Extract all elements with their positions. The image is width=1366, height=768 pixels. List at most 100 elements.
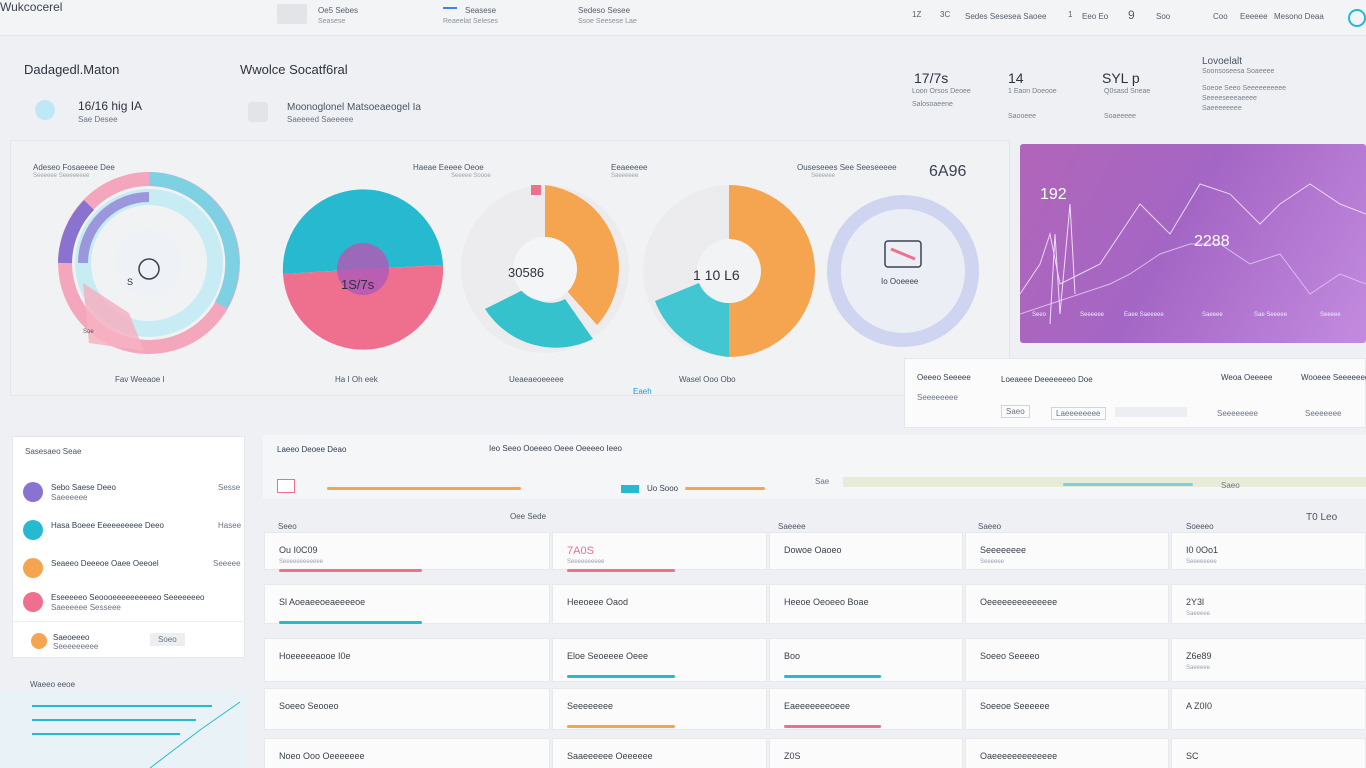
progress-strip: Laeeo Deoee Deao Ieo Seeo Ooeeeo Oeee Oe… xyxy=(263,435,1366,499)
top-link-2-sub: Reaeelat Seleses xyxy=(443,18,498,25)
list-item[interactable]: Hasa Boeee Eeeeeeeeee Deeo Hasee xyxy=(13,517,246,551)
top-link-1[interactable]: Oe5 Sebes xyxy=(318,6,359,15)
search-sub-2: Saeeeed Saeeeee xyxy=(287,115,354,124)
list-dot-icon xyxy=(23,558,43,578)
top-right-1[interactable]: 1Z xyxy=(912,10,922,19)
mt-row-value[interactable]: Saeo xyxy=(1001,405,1030,418)
top-right-3[interactable]: Sedes Sesesea Saoee xyxy=(965,12,1047,21)
donut-2-pink-slice xyxy=(283,265,444,350)
donut-3-hole xyxy=(513,237,577,301)
mt-row-chip[interactable]: Laeeeeeeee xyxy=(1051,407,1106,420)
cell-title: Soeeoe Seeeeee xyxy=(980,701,1050,711)
top-right-7[interactable]: Soo xyxy=(1156,12,1171,21)
table-cell[interactable]: Noeo Ooo Oeeeeeee xyxy=(264,738,550,768)
table-cell[interactable]: Soeeoe Seeeeee xyxy=(965,688,1169,730)
table-cell[interactable]: 2Y3l Saeeeee xyxy=(1171,584,1366,624)
col-header-6: T0 Leo xyxy=(1306,512,1338,523)
donut-1-outer-teal xyxy=(148,172,240,309)
status-ring-icon[interactable] xyxy=(1348,9,1366,27)
top-right-8[interactable]: Coo xyxy=(1213,12,1228,21)
strip-bar-orange-2 xyxy=(685,487,765,490)
table-cell[interactable]: Heeoeee Oaod xyxy=(552,584,767,624)
table-cell[interactable]: Z6e89 Saeeeee xyxy=(1171,638,1366,682)
table-cell[interactable]: A Z0I0 xyxy=(1171,688,1366,730)
table-cell[interactable]: Hoeeeeeaooe I0e xyxy=(264,638,550,682)
table-cell[interactable]: Seeeeeeee Seeeeee xyxy=(965,532,1169,570)
trend-axis-3: Saeeee xyxy=(1202,312,1223,318)
top-right-6[interactable]: 9 xyxy=(1128,8,1135,22)
top-right-2[interactable]: 3C xyxy=(940,10,951,19)
stat-1-value: 17/7s xyxy=(914,70,949,86)
donut-2-center xyxy=(337,243,389,295)
notes-title: Lovoelalt xyxy=(1202,56,1243,67)
list-item[interactable]: Eseeeeeo Seoooeeeeeeeeeeo Seeeeeeeo Saee… xyxy=(13,589,246,623)
activity-list-title: Sasesaeo Seae xyxy=(25,447,82,456)
table-cell[interactable]: 7A0S Seeeeeeeeee xyxy=(552,532,767,572)
cell-title: Eloe Seoeeee Oeee xyxy=(567,651,649,661)
donut-2-center-label: 1S/7s xyxy=(341,277,375,292)
search-title: Wwolce Socatf6ral xyxy=(240,62,348,77)
list-item[interactable]: Saeoeeeo Seeeeeeeee Soeo xyxy=(13,631,246,665)
table-cell[interactable]: Oeeeeeeeeeeeeee xyxy=(965,584,1169,624)
top-link-3[interactable]: Sedeso Sesee xyxy=(578,6,631,15)
notes-3: Seeeeseeeaeeee xyxy=(1202,95,1257,102)
table-cell[interactable]: SC xyxy=(1171,738,1366,768)
top-right-4[interactable]: 1 xyxy=(1068,10,1073,19)
notes-1: Soonsoseesa Soaeeee xyxy=(1202,68,1275,75)
table-cell[interactable]: I0 0Oo1 Seeeeeeee xyxy=(1171,532,1366,570)
list-item-title: Eseeeeeo Seoooeeeeeeeeeeo Seeeeeeeo xyxy=(51,593,205,602)
strip-track xyxy=(843,477,1366,487)
mt-row-end: Seeeeeeee xyxy=(1217,409,1258,418)
donut-1-pink-wedge xyxy=(83,283,144,351)
strip-bar-orange-1 xyxy=(327,487,521,490)
cell-progress-bar xyxy=(784,675,881,678)
cell-title: Soeeo Seeeeo xyxy=(980,651,1040,661)
chart-4-foot: Wasel Ooo Obo xyxy=(679,375,736,384)
search-sub: Moonoglonel Matsoeaeogel Ia xyxy=(287,102,421,113)
top-link-2[interactable]: Seasese xyxy=(465,6,497,15)
table-cell[interactable]: Boo xyxy=(769,638,963,682)
app-logo: Wukcocerel xyxy=(0,0,63,14)
table-cell[interactable]: Eloe Seoeeee Oeee xyxy=(552,638,767,682)
list-item-action[interactable]: Soeo xyxy=(150,633,185,646)
stat-1-label: Loon Orsos Deoee xyxy=(912,88,971,95)
top-right-5[interactable]: Eeo Eo xyxy=(1082,12,1109,21)
donut-1-center-icon xyxy=(138,258,160,280)
cell-sub: Seeeeeeeeee xyxy=(567,559,605,565)
table-cell[interactable]: Soeeo Seeeeo xyxy=(965,638,1169,682)
donut-3 xyxy=(461,185,629,353)
chart-1-title: Adeseo Fosaeeee Dee xyxy=(33,163,115,172)
table-cell[interactable]: Dowoe Oaoeo xyxy=(769,532,963,570)
table-cell[interactable]: Soeeo Seooeo xyxy=(264,688,550,730)
strip-label-2: Ieo Seeo Ooeeeo Oeee Oeeeeo Ieeo xyxy=(489,444,622,453)
table-cell[interactable]: Ou I0C09 Seeeeeeeeeeee xyxy=(264,532,550,572)
list-item[interactable]: Sebo Saese Deeo Saeeeeee Sesse xyxy=(13,479,246,513)
donut-1-inner-purple xyxy=(78,192,150,264)
top-right-9[interactable]: Eeeeee xyxy=(1240,12,1268,21)
monitor-icon-line xyxy=(890,247,916,261)
cell-title: Z6e89 xyxy=(1186,651,1212,661)
col-header-3: Saeeee xyxy=(778,522,806,531)
donut-4-teal-slice xyxy=(655,283,729,357)
trend-value-b: 2288 xyxy=(1194,233,1230,250)
trend-spike xyxy=(1049,203,1076,325)
top-search-box[interactable] xyxy=(277,4,307,24)
list-divider xyxy=(13,621,246,622)
table-cell[interactable]: Heeoe Oeoeeo Boae xyxy=(769,584,963,624)
list-item[interactable]: Seaeeo Deeeoe Oaee Oeeoel Seeeee xyxy=(13,555,246,589)
table-cell[interactable]: Oaeeeeeeeeeeeee xyxy=(965,738,1169,768)
table-cell[interactable]: Seeeeeeee xyxy=(552,688,767,730)
table-cell[interactable]: Sl Aoeaeeoeaeeeeoe xyxy=(264,584,550,624)
table-cell[interactable]: Eaeeeeeeeoeee xyxy=(769,688,963,730)
top-right-10[interactable]: Mesono Deaa xyxy=(1274,12,1324,21)
donut-3-orange-slice xyxy=(545,185,619,325)
table-cell[interactable]: Saaeeeeee Oeeeeee xyxy=(552,738,767,768)
cell-title: Heeoeee Oaod xyxy=(567,597,629,607)
chart-2-sub: Seeeee Soooe xyxy=(451,173,491,179)
legend-link[interactable]: Eaeh xyxy=(633,387,652,396)
strip-chip-icon xyxy=(621,485,639,493)
table-cell[interactable]: Z0S xyxy=(769,738,963,768)
mini-trend xyxy=(149,701,241,768)
list-item-title: Hasa Boeee Eeeeeeeeee Deeo xyxy=(51,521,164,530)
cell-title: Saaeeeeee Oeeeeee xyxy=(567,751,653,761)
